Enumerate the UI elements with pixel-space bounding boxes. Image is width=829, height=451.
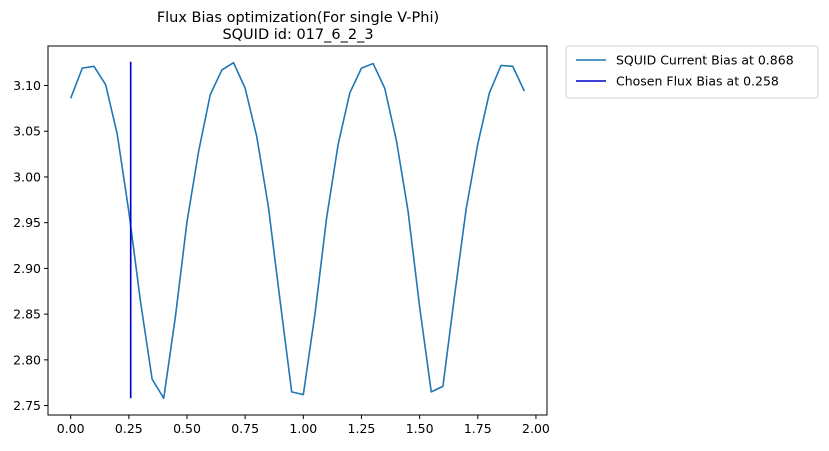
x-tick-label: 0.50 (173, 421, 201, 436)
y-tick-label: 2.75 (13, 398, 41, 413)
plot-marks (69, 61, 526, 400)
y-axis: 2.75 2.80 2.85 2.90 2.95 3.00 3.05 3.10 (13, 78, 48, 413)
x-tick-label: 0.00 (57, 421, 85, 436)
x-tick-label: 1.00 (289, 421, 317, 436)
chart-title-line2: SQUID id: 017_6_2_3 (222, 27, 373, 43)
y-tick-label: 2.85 (13, 307, 41, 322)
x-tick-label: 1.50 (406, 421, 434, 436)
legend-label-squid-current: SQUID Current Bias at 0.868 (616, 53, 794, 68)
y-tick-label: 2.80 (13, 352, 41, 367)
chart-title-line1: Flux Bias optimization(For single V-Phi) (157, 10, 439, 26)
series-line-squid-current (69, 61, 526, 400)
y-tick-label: 3.00 (13, 169, 41, 184)
x-tick-label: 2.00 (522, 421, 550, 436)
x-tick-label: 1.75 (464, 421, 492, 436)
y-tick-label: 3.10 (13, 78, 41, 93)
y-tick-label: 2.95 (13, 215, 41, 230)
x-axis: 0.00 0.25 0.50 0.75 1.00 1.25 1.50 1.75 2.00 (57, 415, 550, 436)
y-tick-label: 2.90 (13, 261, 41, 276)
plot-area (47, 45, 548, 416)
legend: SQUID Current Bias at 0.868 Chosen Flux … (565, 45, 819, 99)
x-tick-label: 0.25 (115, 421, 143, 436)
x-tick-label: 0.75 (231, 421, 259, 436)
legend-label-chosen-flux: Chosen Flux Bias at 0.258 (616, 74, 779, 89)
x-tick-label: 1.25 (348, 421, 376, 436)
y-tick-label: 3.05 (13, 124, 41, 139)
legend-box (565, 45, 819, 99)
